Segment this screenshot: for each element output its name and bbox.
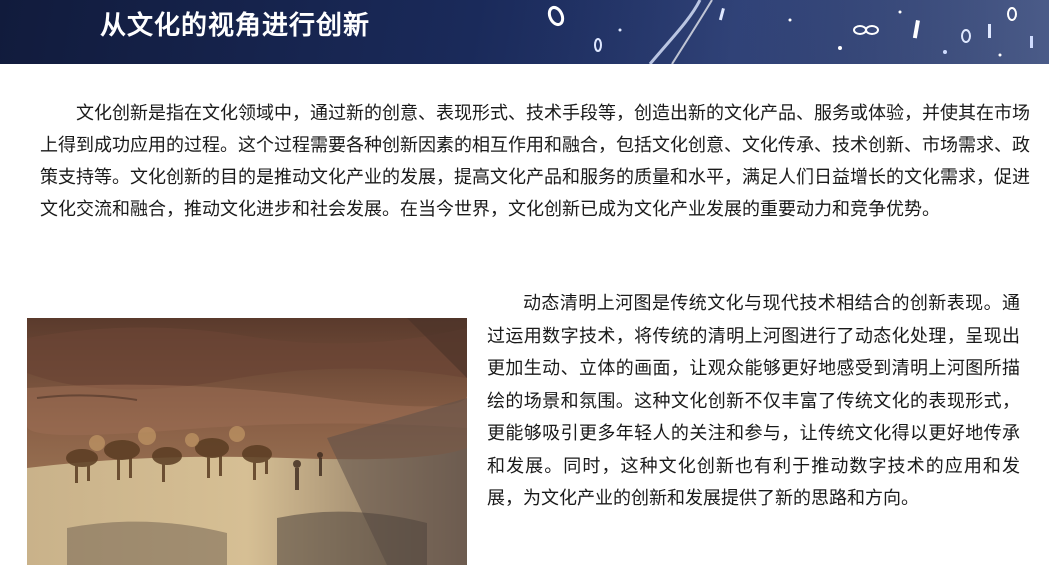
binary-code-decoration — [500, 0, 1049, 64]
page-title: 从文化的视角进行创新 — [100, 11, 371, 41]
intro-paragraph: 文化创新是指在文化领域中，通过新的创意、表现形式、技术手段等，创造出新的文化产品… — [40, 103, 1030, 220]
painting-image — [27, 318, 467, 565]
header-banner: 从文化的视角进行创新 — [0, 0, 1049, 64]
example-paragraph: 动态清明上河图是传统文化与现代技术相结合的创新表现。通过运用数字技术，将传统的清… — [487, 293, 1020, 509]
painting-illustration — [27, 318, 467, 565]
